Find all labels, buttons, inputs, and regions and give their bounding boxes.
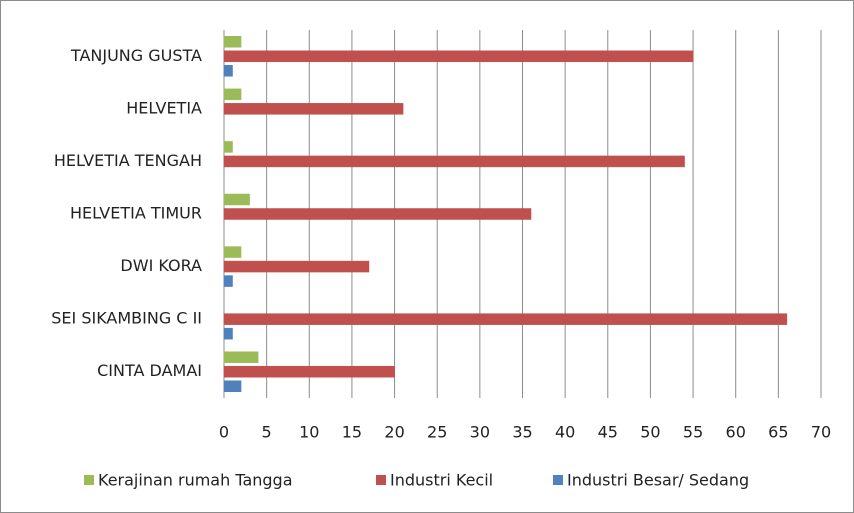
bar [223,260,370,273]
x-tick-label: 60 [726,423,746,442]
y-tick-label: HELVETIA TENGAH [54,151,202,170]
legend-swatch [376,475,386,485]
legend-swatch [84,475,94,485]
bar [223,50,694,63]
bar [223,313,788,325]
x-tick-label: 0 [219,423,229,442]
x-tick-label: 40 [555,423,575,442]
bar [223,155,685,168]
x-tick-label: 20 [384,423,404,442]
bar [223,193,250,206]
bar [223,275,233,287]
y-tick-label: TANJUNG GUSTA [70,46,202,65]
bar [223,141,233,153]
y-tick-label: HELVETIA TIMUR [70,204,202,223]
bar [223,380,242,392]
bar [223,65,233,77]
x-tick-label: 30 [470,423,490,442]
y-tick-label: CINTA DAMAI [97,361,202,380]
x-tick-label: 15 [342,423,362,442]
x-tick-label: 5 [262,423,272,442]
bar [223,365,395,378]
legend-label: Kerajinan rumah Tangga [98,471,293,490]
bar [223,246,242,258]
bar [223,88,242,101]
x-tick-label: 65 [768,423,788,442]
x-tick-label: 35 [512,423,532,442]
bar [223,36,242,48]
x-tick-label: 70 [811,423,831,442]
x-tick-label: 10 [299,423,319,442]
x-tick-label: 45 [598,423,618,442]
bar [223,103,404,115]
bar [223,351,259,363]
legend-swatch [553,475,563,485]
bar [223,327,233,340]
legend-label: Industri Besar/ Sedang [567,471,749,490]
y-tick-label: SEI SIKAMBING C II [51,309,202,328]
x-tick-label: 25 [427,423,447,442]
legend-label: Industri Kecil [390,471,493,490]
y-tick-label: HELVETIA [126,98,202,117]
x-tick-label: 50 [640,423,660,442]
x-tick-label: 55 [683,423,703,442]
bar [223,208,532,220]
y-tick-label: DWI KORA [120,256,202,275]
